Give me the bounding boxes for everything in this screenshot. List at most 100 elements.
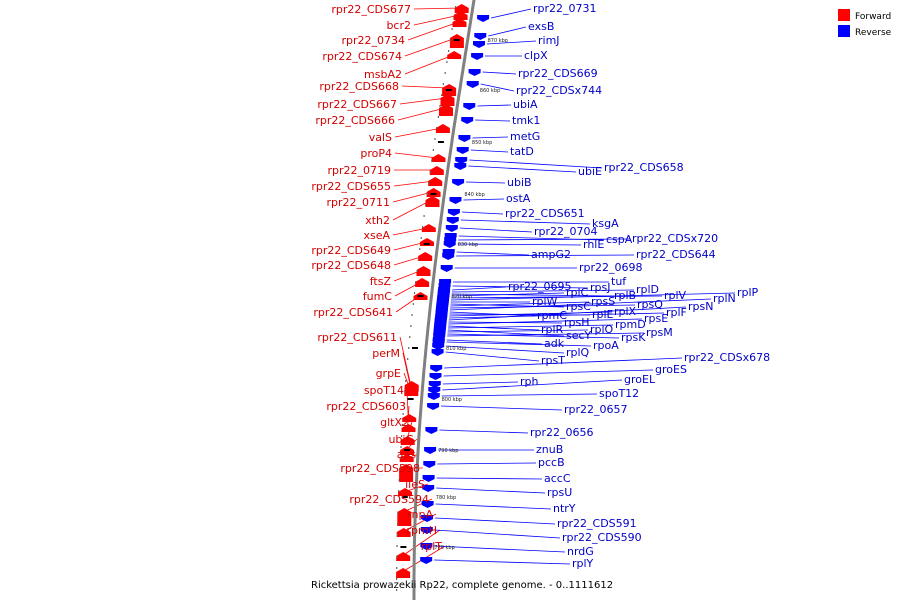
gene-label-rpsh[interactable]: rpsH xyxy=(564,316,590,329)
gene-label-adk[interactable]: adk xyxy=(544,337,565,350)
gene-label-rpr22-cds677[interactable]: rpr22_CDS677 xyxy=(331,3,411,16)
gene-label-rpr22-cds667[interactable]: rpr22_CDS667 xyxy=(317,98,397,111)
gene-label-pccb[interactable]: pccB xyxy=(538,456,565,469)
gene-label-tuf[interactable]: tuf xyxy=(611,275,627,288)
gene-label-vals[interactable]: valS xyxy=(369,131,392,144)
gene-label-rplw[interactable]: rplW xyxy=(532,295,558,308)
gene-label-exsb[interactable]: exsB xyxy=(528,20,554,33)
gene-label-metg[interactable]: metG xyxy=(510,130,540,143)
gene-label-rplx[interactable]: rplX xyxy=(614,305,637,318)
gene-label-rpmc[interactable]: rpmC xyxy=(537,309,567,322)
gene-label-rpsq[interactable]: rpsQ xyxy=(637,298,663,311)
gene-label-rpr22-cds674[interactable]: rpr22_CDS674 xyxy=(322,50,402,63)
gene-label-tmk1[interactable]: tmk1 xyxy=(512,114,540,127)
gene-label-ubib[interactable]: ubiB xyxy=(507,176,532,189)
gene-label-rpr22-cds598[interactable]: rpr22_CDS598 xyxy=(340,462,420,475)
gene-label-rpr22-cds644[interactable]: rpr22_CDS644 xyxy=(636,248,716,261)
gene-label-groel[interactable]: groEL xyxy=(624,373,656,386)
gene-label-rplr[interactable]: rplR xyxy=(541,323,564,336)
gene-label-rpss[interactable]: rpsS xyxy=(591,295,615,308)
gene-label-rpr22-0719[interactable]: rpr22_0719 xyxy=(327,164,391,177)
gene-label-rpr22-0695[interactable]: rpr22_0695 xyxy=(508,280,572,293)
gene-label-bcr2[interactable]: bcr2 xyxy=(386,19,411,32)
gene-label-rply[interactable]: rplY xyxy=(572,557,594,570)
gene-label-ftsz[interactable]: ftsZ xyxy=(370,275,392,288)
gene-label-xth2[interactable]: xth2 xyxy=(365,214,390,227)
gene-label-ubia[interactable]: ubiA xyxy=(513,98,538,111)
gene-label-rpr22-0656[interactable]: rpr22_0656 xyxy=(530,426,594,439)
gene-label-rplq[interactable]: rplQ xyxy=(566,346,590,359)
gene-label-rpr22-cdsx744[interactable]: rpr22_CDSx744 xyxy=(516,84,602,97)
gene-label-rpr22-cdsx678[interactable]: rpr22_CDSx678 xyxy=(684,351,770,364)
gene-label-perm[interactable]: perM xyxy=(372,347,400,360)
gene-label-ksga[interactable]: ksgA xyxy=(592,217,619,230)
gene-label-ubig[interactable]: ubiG xyxy=(388,433,414,446)
gene-label-rpse[interactable]: rpsE xyxy=(644,312,668,325)
gene-label-grpe[interactable]: grpE xyxy=(376,367,401,380)
gene-label-rpr22-0734[interactable]: rpr22_0734 xyxy=(341,34,405,47)
gene-label-rpr22-0698[interactable]: rpr22_0698 xyxy=(579,261,643,274)
gene-label-rpr22-cds669[interactable]: rpr22_CDS669 xyxy=(518,67,598,80)
gene-label-spot14[interactable]: spoT14 xyxy=(364,384,404,397)
gene-label-rple[interactable]: rplE xyxy=(592,308,614,321)
gene-label-rpr22-0711[interactable]: rpr22_0711 xyxy=(326,196,390,209)
gene-label-rpr22-cds658[interactable]: rpr22_CDS658 xyxy=(604,161,684,174)
gene-label-groes[interactable]: groES xyxy=(655,363,687,376)
gene-label-rplc[interactable]: rplC xyxy=(566,286,589,299)
gene-label-rpr22-0657[interactable]: rpr22_0657 xyxy=(564,403,628,416)
gene-label-secy[interactable]: secY xyxy=(566,329,592,342)
gene-label-cspa[interactable]: cspA xyxy=(606,233,633,246)
gene-label-rpr22-cds641[interactable]: rpr22_CDS641 xyxy=(313,306,393,319)
gene-label-ntry[interactable]: ntrY xyxy=(553,502,576,515)
gene-label-rpr22-cdsx720[interactable]: rpr22_CDSx720 xyxy=(632,232,718,245)
gene-label-msba2[interactable]: msbA2 xyxy=(364,68,402,81)
gene-label-rpr22-cds594[interactable]: rpr22_CDS594 xyxy=(349,493,429,506)
gene-label-aas[interactable]: aas xyxy=(397,448,416,461)
gene-label-iles[interactable]: ileS xyxy=(405,478,425,491)
gene-label-rplt[interactable]: rplT xyxy=(421,540,443,553)
gene-label-rpr22-cds666[interactable]: rpr22_CDS666 xyxy=(315,114,395,127)
gene-label-rpr22-cds603[interactable]: rpr22_CDS603 xyxy=(326,400,406,413)
gene-label-rpsu[interactable]: rpsU xyxy=(547,486,572,499)
gene-label-rpr22-cds668[interactable]: rpr22_CDS668 xyxy=(319,80,399,93)
gene-label-rplf[interactable]: rplF xyxy=(666,306,687,319)
gene-label-accc[interactable]: accC xyxy=(544,472,571,485)
gene-label-rpmd[interactable]: rpmD xyxy=(615,318,646,331)
gene-label-rpsj[interactable]: rpsJ xyxy=(590,281,610,294)
gene-label-tatd[interactable]: tatD xyxy=(510,145,534,158)
gene-label-gltx2[interactable]: gltX2 xyxy=(380,416,409,429)
gene-label-rpr22-0704[interactable]: rpr22_0704 xyxy=(534,225,598,238)
gene-label-rpsn[interactable]: rpsN xyxy=(688,300,713,313)
gene-label-znub[interactable]: znuB xyxy=(536,443,563,456)
gene-label-rpsm[interactable]: rpsM xyxy=(646,326,673,339)
gene-label-rplo[interactable]: rplO xyxy=(590,323,614,336)
gene-label-nrdg[interactable]: nrdG xyxy=(567,545,594,558)
gene-label-rpr22-cds611[interactable]: rpr22_CDS611 xyxy=(317,331,397,344)
gene-label-rpr22-cds590[interactable]: rpr22_CDS590 xyxy=(562,531,642,544)
gene-label-rpr22-cds649[interactable]: rpr22_CDS649 xyxy=(311,244,391,257)
gene-label-rpsk[interactable]: rpsK xyxy=(621,331,646,344)
gene-label-rpr22-cds651[interactable]: rpr22_CDS651 xyxy=(505,207,585,220)
gene-label-rplb[interactable]: rplB xyxy=(614,289,636,302)
gene-label-rpst[interactable]: rpsT xyxy=(541,354,565,367)
gene-label-spot12[interactable]: spoT12 xyxy=(599,387,639,400)
gene-label-ampg2[interactable]: ampG2 xyxy=(531,248,571,261)
gene-label-rimj[interactable]: rimJ xyxy=(538,34,560,47)
gene-label-rpr22-0731[interactable]: rpr22_0731 xyxy=(533,2,597,15)
gene-label-clpx[interactable]: clpX xyxy=(524,49,548,62)
gene-label-rnpa[interactable]: rnpA xyxy=(407,508,433,521)
gene-label-rplv[interactable]: rplV xyxy=(664,289,687,302)
gene-label-rplp[interactable]: rplP xyxy=(737,286,759,299)
gene-label-rpsc[interactable]: rpsC xyxy=(566,300,591,313)
gene-label-rpmh[interactable]: rpmH xyxy=(407,524,438,537)
gene-label-rpr22-cds591[interactable]: rpr22_CDS591 xyxy=(557,517,637,530)
gene-label-fumc[interactable]: fumC xyxy=(363,290,393,303)
gene-label-rpr22-cds648[interactable]: rpr22_CDS648 xyxy=(311,259,391,272)
gene-label-rph[interactable]: rph xyxy=(520,375,539,388)
gene-label-rpln[interactable]: rplN xyxy=(713,292,736,305)
gene-label-rhle[interactable]: rhlE xyxy=(583,238,604,251)
gene-label-osta[interactable]: ostA xyxy=(506,192,531,205)
gene-label-ubie[interactable]: ubiE xyxy=(578,165,602,178)
gene-label-rpr22-cds655[interactable]: rpr22_CDS655 xyxy=(311,180,391,193)
gene-label-xsea[interactable]: xseA xyxy=(363,229,390,242)
